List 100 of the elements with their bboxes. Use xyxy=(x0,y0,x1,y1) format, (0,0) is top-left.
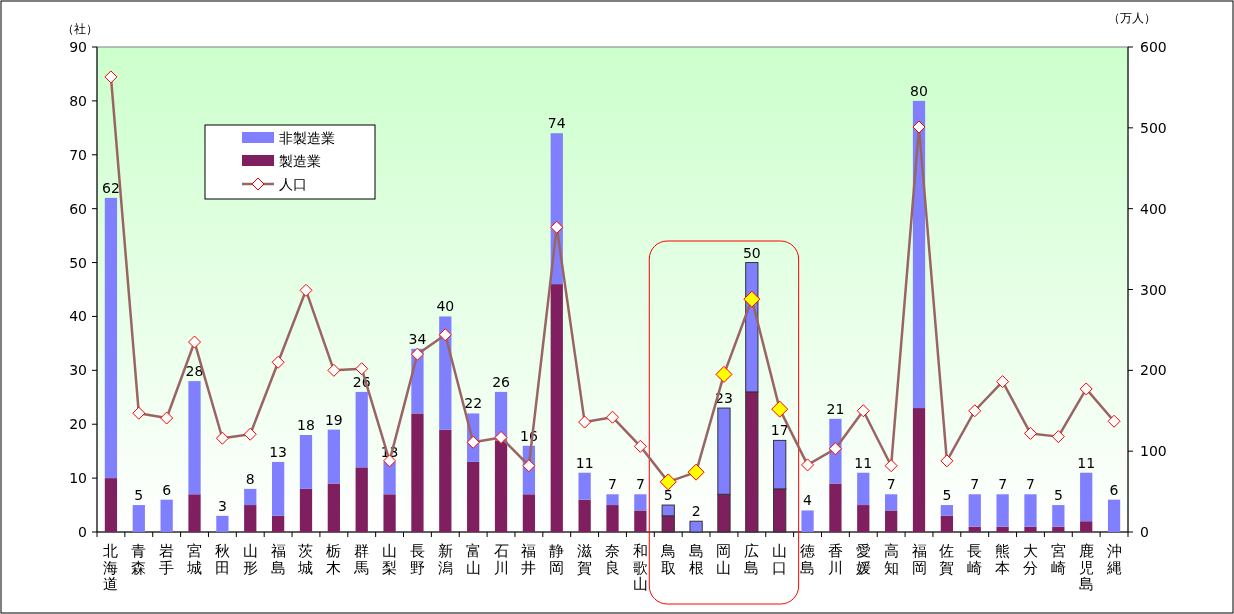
bar xyxy=(857,505,870,532)
bar xyxy=(132,505,145,532)
total-label: 26 xyxy=(492,373,511,390)
point xyxy=(1107,414,1121,428)
x-tick-label: 鹿児島 xyxy=(1078,542,1094,593)
total-label: 5 xyxy=(942,487,952,504)
total-label: 4 xyxy=(803,492,813,509)
bar xyxy=(327,483,340,532)
bar xyxy=(244,488,257,506)
total-label: 19 xyxy=(324,411,343,428)
point xyxy=(299,283,313,297)
x-tick-label: 高知 xyxy=(883,542,899,577)
total-label: 13 xyxy=(269,443,288,460)
point xyxy=(828,442,842,456)
total-label: 18 xyxy=(297,417,315,433)
bar xyxy=(188,494,201,532)
x-tick-label: 静岡 xyxy=(549,542,565,577)
y2-tick-label: 100 xyxy=(1140,443,1167,460)
point xyxy=(160,411,174,425)
y-tick-label: 30 xyxy=(69,362,87,379)
bar xyxy=(912,408,926,532)
point xyxy=(968,404,982,418)
bar xyxy=(467,461,480,532)
bar xyxy=(996,526,1009,532)
total-label: 5 xyxy=(134,487,144,504)
y-tick-label: 60 xyxy=(69,200,87,217)
point xyxy=(940,454,954,468)
bar xyxy=(1024,526,1037,532)
total-label: 7 xyxy=(1026,476,1035,493)
x-tick-label: 佐賀 xyxy=(939,542,955,577)
bar xyxy=(244,505,257,532)
legend-label: 人口 xyxy=(279,176,307,192)
total-label: 28 xyxy=(185,363,204,380)
y-tick-label: 10 xyxy=(69,470,87,487)
point xyxy=(1079,382,1093,396)
bar xyxy=(1080,472,1093,522)
bar xyxy=(996,494,1009,527)
y-tick-label: 40 xyxy=(69,308,87,325)
point xyxy=(884,459,898,473)
y-tick-label: 20 xyxy=(69,416,87,433)
total-label: 11 xyxy=(854,454,873,471)
x-tick-label: 滋賀 xyxy=(577,542,593,577)
bar xyxy=(634,510,647,532)
total-label: 3 xyxy=(217,497,227,514)
bar xyxy=(940,515,954,532)
y2-tick-label: 300 xyxy=(1140,281,1167,298)
bar xyxy=(104,478,118,532)
total-label: 80 xyxy=(910,82,928,99)
point xyxy=(550,220,564,234)
x-tick-label: 群馬 xyxy=(353,542,370,577)
x-tick-label: 熊本 xyxy=(995,542,1011,577)
bar xyxy=(383,494,396,532)
x-tick-label: 山口 xyxy=(772,542,788,577)
point xyxy=(410,347,424,361)
bar xyxy=(968,494,981,527)
total-label: 7 xyxy=(970,476,980,493)
bar xyxy=(383,461,396,495)
y2-axis-title: （万人） xyxy=(1108,11,1156,25)
x-tick-label: 奈良 xyxy=(605,542,620,577)
y-tick-label: 90 xyxy=(69,39,87,55)
bar xyxy=(188,381,201,495)
total-label: 11 xyxy=(1077,454,1096,471)
bar xyxy=(940,505,954,516)
point xyxy=(104,70,118,84)
x-tick-label: 秋田 xyxy=(214,542,230,577)
x-tick-label: 宮城 xyxy=(186,542,203,577)
total-label: 7 xyxy=(998,476,1008,493)
point xyxy=(438,328,452,342)
x-tick-label: 鳥取 xyxy=(659,542,676,577)
bar xyxy=(216,515,229,532)
legend-label: 製造業 xyxy=(279,153,321,169)
x-tick-label: 長野 xyxy=(409,542,425,577)
total-label: 22 xyxy=(464,395,483,412)
point xyxy=(1023,426,1037,440)
y-axis-title: （社） xyxy=(62,22,98,36)
point xyxy=(633,439,647,453)
total-label: 8 xyxy=(245,470,255,487)
bar xyxy=(494,440,508,532)
total-label: 7 xyxy=(886,476,896,493)
x-tick-label: 大分 xyxy=(1022,542,1038,577)
total-label: 21 xyxy=(826,400,845,417)
total-label: 50 xyxy=(742,244,761,261)
x-tick-label: 沖縄 xyxy=(1105,542,1122,577)
point xyxy=(188,335,202,349)
total-label: 40 xyxy=(436,298,455,315)
bar xyxy=(550,284,563,532)
bar xyxy=(1052,505,1065,527)
bar xyxy=(578,472,591,500)
x-tick-label: 富山 xyxy=(465,542,481,577)
legend-label: 非製造業 xyxy=(279,130,335,146)
bar xyxy=(829,483,842,532)
point xyxy=(243,427,257,441)
bar xyxy=(355,391,368,468)
y2-tick-label: 200 xyxy=(1140,362,1167,379)
x-tick-label: 山梨 xyxy=(382,542,398,577)
bar xyxy=(689,520,703,533)
y-tick-label: 50 xyxy=(69,254,87,271)
y2-tick-label: 0 xyxy=(1140,524,1149,540)
point xyxy=(355,362,369,376)
bar xyxy=(299,435,313,489)
